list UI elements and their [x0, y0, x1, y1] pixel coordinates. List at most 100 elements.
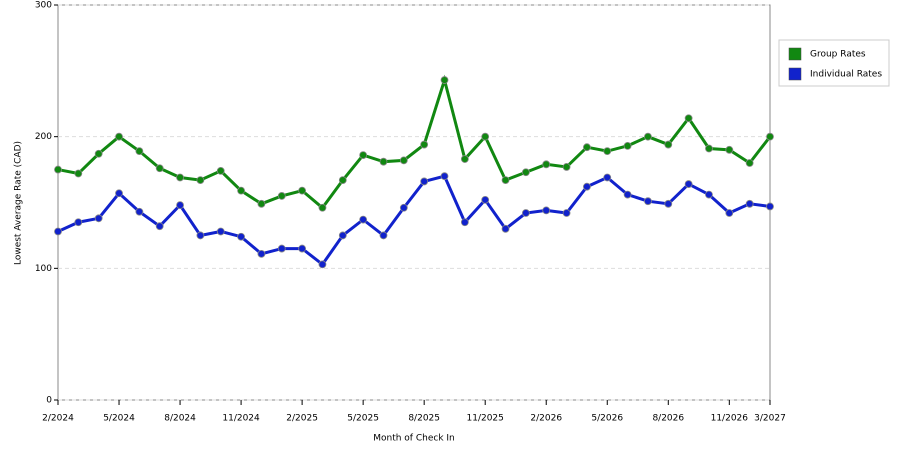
point — [379, 231, 388, 240]
point — [664, 199, 673, 208]
point — [298, 244, 307, 253]
point — [440, 76, 449, 84]
point — [216, 227, 225, 236]
x-tick-label: 8/2024 — [164, 414, 196, 424]
point — [298, 186, 307, 195]
point — [359, 215, 368, 224]
point — [766, 202, 774, 211]
point — [501, 176, 510, 185]
legend-swatch — [788, 67, 802, 81]
point — [318, 203, 327, 212]
point — [644, 197, 652, 206]
x-tick-label: 5/2024 — [103, 414, 135, 424]
point — [705, 144, 713, 153]
point — [542, 206, 551, 215]
point — [237, 186, 245, 195]
point — [623, 190, 632, 199]
point — [74, 218, 83, 227]
point — [399, 203, 408, 212]
point — [237, 232, 245, 241]
point — [54, 227, 62, 236]
point — [745, 159, 754, 167]
point — [521, 209, 530, 217]
y-axis-label: Lowest Average Rate (CAD) — [14, 141, 24, 265]
point — [460, 218, 469, 227]
point — [54, 165, 62, 174]
y-tick-label: 300 — [35, 1, 52, 11]
point — [440, 172, 449, 181]
point — [155, 164, 164, 173]
point — [481, 195, 490, 204]
point — [338, 176, 347, 185]
point — [725, 145, 734, 154]
point — [196, 231, 205, 240]
point — [766, 132, 774, 141]
point — [521, 168, 530, 177]
point — [257, 199, 266, 208]
point — [94, 214, 103, 223]
point — [684, 114, 693, 123]
point — [135, 207, 144, 216]
point — [399, 156, 408, 165]
point — [644, 132, 652, 141]
legend-label: Individual Rates — [810, 70, 882, 80]
point — [155, 222, 164, 231]
point — [135, 147, 144, 156]
x-tick-label: 2/2024 — [42, 414, 74, 424]
x-tick-label: 2/2025 — [286, 414, 318, 424]
point — [684, 180, 693, 188]
point — [542, 160, 551, 169]
point — [318, 260, 327, 269]
point — [420, 140, 429, 149]
x-tick-label: 11/2026 — [711, 414, 749, 424]
point — [359, 151, 368, 160]
series-line — [57, 174, 771, 267]
point — [74, 169, 83, 178]
x-tick-label: 5/2026 — [591, 414, 623, 424]
point — [216, 166, 225, 175]
legend-swatch — [788, 47, 802, 61]
point — [257, 249, 266, 258]
x-tick-label: 2/2026 — [530, 414, 562, 424]
point — [420, 177, 429, 186]
point — [583, 182, 591, 191]
point — [379, 157, 388, 166]
point — [277, 192, 286, 200]
point — [176, 201, 184, 210]
point — [277, 244, 286, 253]
point — [460, 155, 469, 163]
point — [115, 132, 123, 141]
point — [745, 199, 754, 208]
point — [664, 140, 673, 149]
point — [94, 149, 103, 158]
x-tick-label: 8/2025 — [408, 414, 440, 424]
point — [501, 224, 510, 233]
point — [583, 143, 591, 152]
y-tick-label: 200 — [35, 132, 52, 142]
point — [115, 189, 123, 198]
point — [725, 209, 734, 217]
y-tick-label: 0 — [46, 396, 52, 406]
x-axis-label: Month of Check In — [373, 434, 455, 444]
point — [481, 132, 490, 141]
point — [603, 147, 612, 156]
point — [196, 176, 205, 185]
legend-label: Group Rates — [810, 50, 866, 60]
point — [176, 173, 184, 182]
x-tick-label: 3/2027 — [754, 414, 786, 424]
series-line — [57, 74, 772, 210]
x-tick-label: 8/2026 — [652, 414, 684, 424]
point — [338, 231, 347, 240]
point — [603, 173, 612, 182]
x-tick-label: 11/2024 — [222, 414, 260, 424]
point — [623, 141, 632, 150]
x-tick-label: 5/2025 — [347, 414, 379, 424]
point — [705, 190, 713, 199]
plot-frame — [57, 4, 771, 401]
y-tick-label: 100 — [35, 264, 52, 274]
point — [562, 163, 571, 171]
point — [562, 209, 571, 217]
x-tick-label: 11/2025 — [467, 414, 504, 424]
